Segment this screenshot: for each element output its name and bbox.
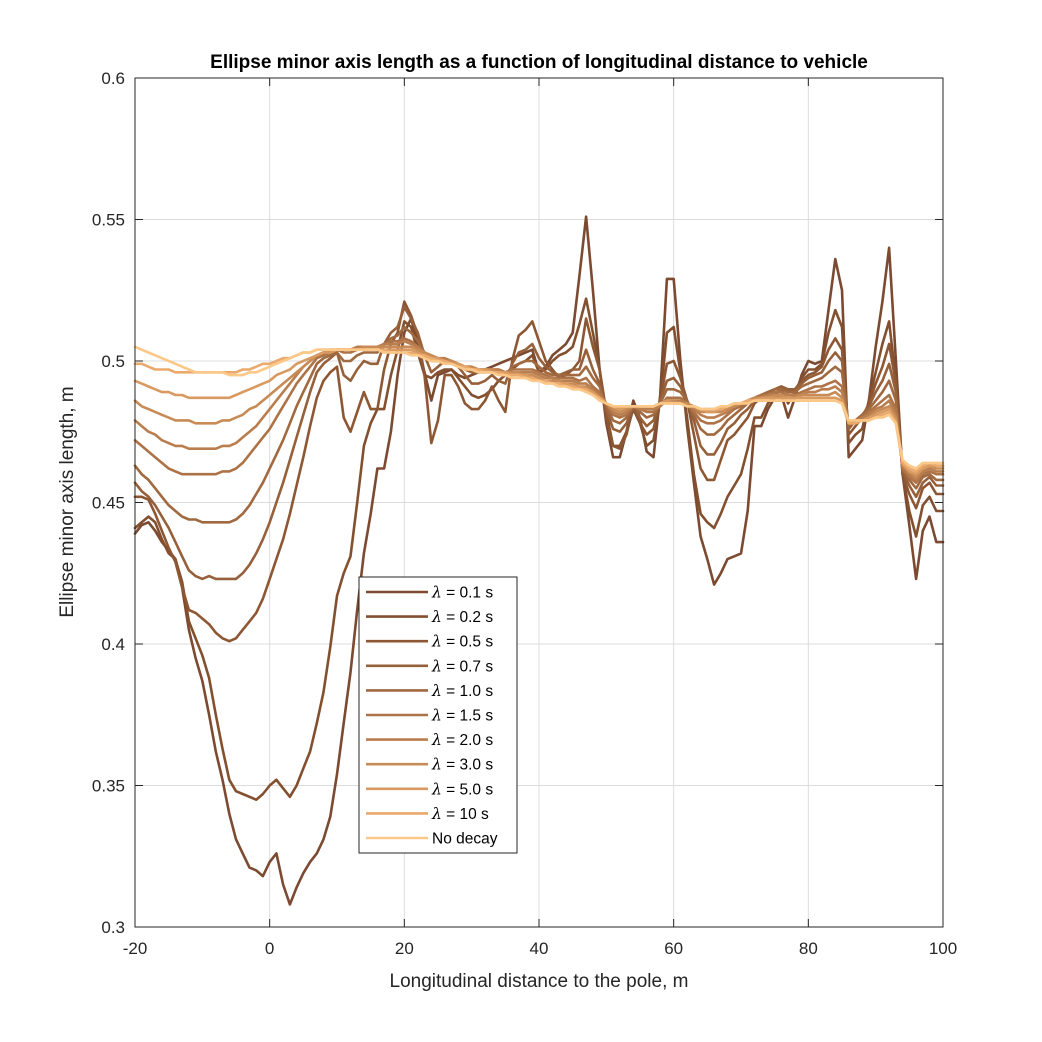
y-tick-label: 0.35	[92, 777, 125, 796]
series-line	[133, 339, 945, 482]
y-tick-label: 0.45	[92, 494, 125, 513]
legend-label: λ = 3.0 s	[431, 756, 493, 774]
chart-title: Ellipse minor axis length as a function …	[210, 52, 868, 73]
series-line	[133, 300, 945, 643]
legend-label: λ = 2.0 s	[431, 731, 493, 749]
legend-label: λ = 0.1 s	[431, 584, 493, 602]
legend-label: No decay	[432, 831, 498, 848]
x-tick-label: 80	[799, 939, 818, 958]
y-tick-label: 0.5	[101, 352, 125, 371]
legend-label: λ = 0.2 s	[431, 608, 493, 626]
x-tick-label: 40	[530, 939, 549, 958]
legend-label: λ = 1.5 s	[431, 707, 493, 725]
legend-label: λ = 10 s	[431, 805, 489, 823]
legend-label: λ = 0.5 s	[431, 633, 493, 651]
series-line	[133, 337, 945, 485]
ticks: -20 0 20 40 60 80 100 0.3 0.35 0.4 0.45 0.5 0.55 0.6	[92, 69, 957, 958]
x-tick-label: 20	[395, 939, 414, 958]
y-tick-label: 0.3	[101, 918, 125, 937]
series-line	[133, 325, 945, 524]
y-tick-label: 0.55	[92, 211, 125, 230]
x-tick-label: 100	[929, 939, 957, 958]
series-line	[133, 345, 945, 470]
legend: λ = 0.1 s λ = 0.2 s λ = 0.5 s λ = 0.7 s λ = …	[358, 576, 518, 854]
series-line	[133, 305, 945, 581]
y-tick-label: 0.6	[101, 69, 125, 88]
x-tick-label: -20	[123, 939, 148, 958]
y-tick-label: 0.4	[101, 635, 125, 654]
x-axis-label: Longitudinal distance to the pole, m	[390, 971, 689, 992]
series-layer	[133, 215, 945, 906]
legend-label: λ = 1.0 s	[431, 682, 493, 700]
y-axis-label: Ellipse minor axis length, m	[57, 386, 78, 617]
series-line	[133, 345, 945, 479]
legend-label: λ = 0.7 s	[431, 657, 493, 675]
legend-label: λ = 5.0 s	[431, 780, 493, 798]
x-tick-label: 60	[664, 939, 683, 958]
x-tick-label: 0	[265, 939, 274, 958]
